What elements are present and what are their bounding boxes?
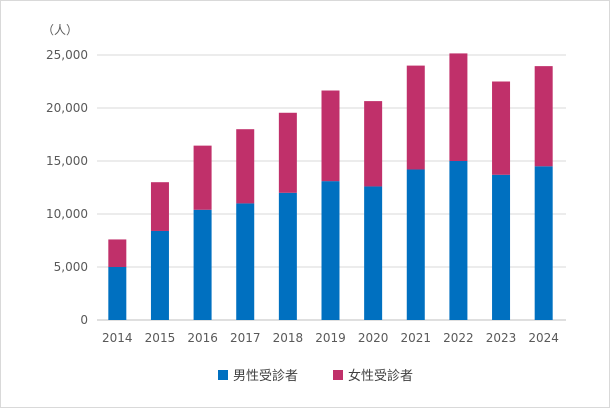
bar-male-2024 xyxy=(534,166,553,320)
y-tick-label: 10,000 xyxy=(46,207,88,221)
y-tick-label: 0 xyxy=(80,313,88,327)
bar-female-2024 xyxy=(534,66,553,167)
bar-male-2019 xyxy=(321,181,340,320)
bar-female-2023 xyxy=(492,81,511,175)
x-tick-label: 2017 xyxy=(230,331,261,345)
x-tick-label: 2023 xyxy=(486,331,517,345)
y-tick-label: 20,000 xyxy=(46,101,88,115)
bar-male-2018 xyxy=(278,192,297,320)
bar-male-2016 xyxy=(193,209,212,320)
x-axis-ticks: 2014 2015 2016 2017 2018 2019 2020 2021 2022 2023… xyxy=(102,331,559,345)
bar-male-2023 xyxy=(492,174,511,320)
x-tick-label: 2019 xyxy=(315,331,346,345)
bar-male-2017 xyxy=(236,203,255,320)
bar-female-2016 xyxy=(193,145,212,210)
bar-male-2014 xyxy=(108,267,127,320)
y-tick-label: 5,000 xyxy=(54,260,88,274)
bars xyxy=(108,53,553,320)
x-tick-label: 2022 xyxy=(443,331,474,345)
bar-female-2021 xyxy=(406,65,425,170)
bar-female-2015 xyxy=(150,182,169,231)
y-tick-label: 25,000 xyxy=(46,48,88,62)
bar-female-2019 xyxy=(321,90,340,182)
bar-male-2022 xyxy=(449,161,468,320)
x-tick-label: 2015 xyxy=(145,331,176,345)
x-tick-label: 2024 xyxy=(528,331,559,345)
y-axis-ticks: 0 5,000 10,000 15,000 20,000 25,000 xyxy=(46,48,88,327)
x-tick-label: 2016 xyxy=(187,331,218,345)
legend-swatch-female xyxy=(333,370,343,380)
y-axis-unit-label: （人） xyxy=(42,23,78,37)
bar-female-2014 xyxy=(108,239,127,267)
bar-female-2017 xyxy=(236,129,255,204)
y-tick-label: 15,000 xyxy=(46,154,88,168)
legend-label-female: 女性受診者 xyxy=(348,368,413,384)
legend-label-male: 男性受診者 xyxy=(233,368,298,384)
legend-swatch-male xyxy=(218,370,228,380)
bar-male-2015 xyxy=(150,230,169,320)
bar-male-2021 xyxy=(406,169,425,320)
x-tick-label: 2020 xyxy=(358,331,389,345)
legend: 男性受診者 女性受診者 xyxy=(218,368,413,384)
x-tick-label: 2018 xyxy=(273,331,304,345)
bar-female-2020 xyxy=(364,101,383,187)
bar-female-2018 xyxy=(278,112,297,193)
x-tick-label: 2021 xyxy=(400,331,431,345)
bar-male-2020 xyxy=(364,186,383,320)
bar-female-2022 xyxy=(449,53,468,161)
x-tick-label: 2014 xyxy=(102,331,133,345)
